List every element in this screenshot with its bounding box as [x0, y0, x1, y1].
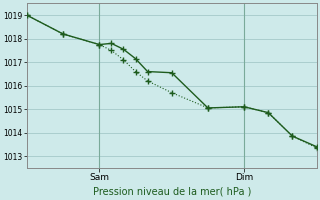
X-axis label: Pression niveau de la mer( hPa ): Pression niveau de la mer( hPa ) [92, 187, 251, 197]
